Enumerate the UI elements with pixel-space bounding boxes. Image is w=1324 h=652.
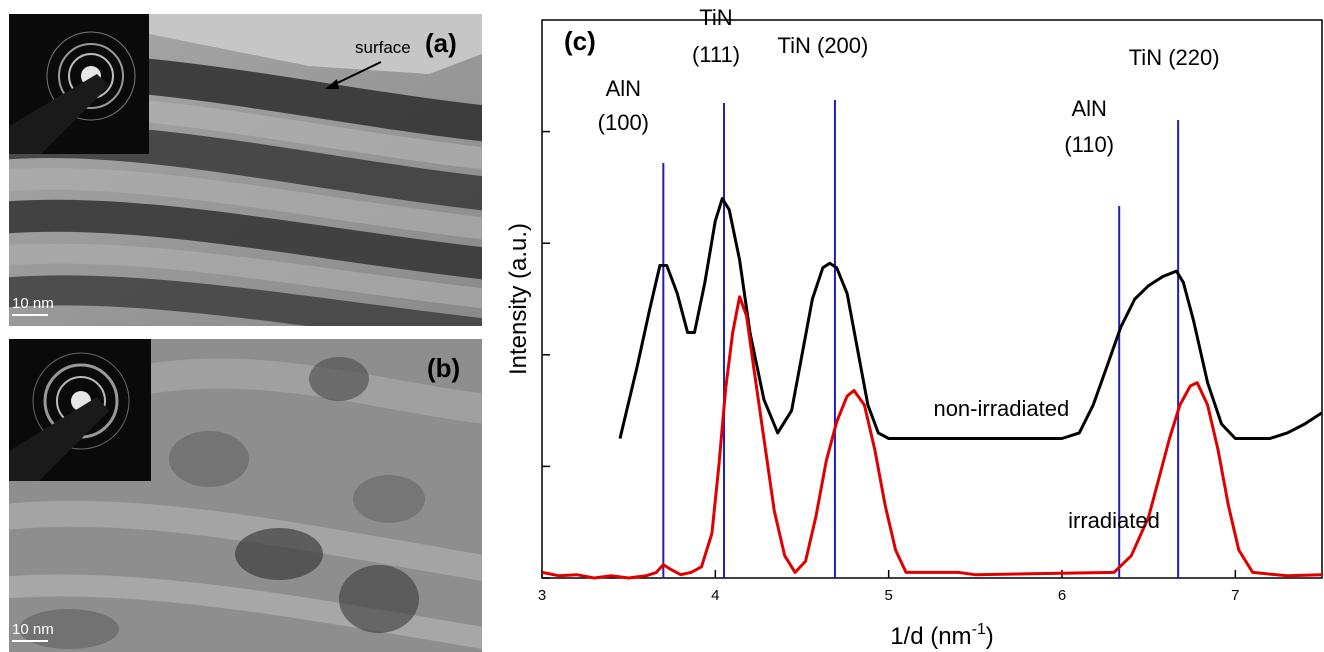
plot-frame: [541, 19, 1323, 579]
scale-bar-label-b: 10 nm: [12, 621, 54, 638]
reference-label: TiN (200): [777, 33, 868, 58]
series-label: irradiated: [1068, 508, 1160, 533]
tem-image-a: (a) surface 10 nm: [9, 14, 482, 326]
series-line-non-irradiated: [618, 197, 1323, 440]
x-tick-label: 4: [711, 587, 719, 604]
scale-bar-a: [12, 314, 48, 316]
surface-annotation: surface: [355, 38, 411, 57]
reference-label: (110): [1064, 132, 1114, 157]
tem-grains-b: [9, 339, 482, 652]
panel-label-b: (b): [427, 353, 461, 383]
y-axis-label: Intensity (a.u.): [505, 223, 532, 375]
series-label: non-irradiated: [933, 396, 1069, 421]
scale-bar-label-a: 10 nm: [12, 295, 54, 312]
panel-label-a: (a): [425, 28, 457, 58]
surface-arrow-icon: [325, 61, 382, 89]
reference-label: (100): [598, 110, 649, 135]
x-tick-label: 6: [1058, 587, 1066, 604]
reference-label: TiN: [699, 5, 732, 30]
reference-label: (111): [692, 42, 740, 67]
x-tick-label: 5: [884, 587, 892, 604]
panel-label-c: (c): [564, 26, 596, 56]
diffraction-chart: 3 4 5 6 7 1/d (nm-1) Intensity (a.u.) (c) AlN (10…: [505, 5, 1323, 650]
x-axis-label: 1/d (nm-1): [890, 621, 994, 650]
reference-label: TiN (220): [1129, 45, 1220, 70]
diffraction-inset-a: [9, 14, 149, 154]
series-line-irradiated: [541, 295, 1323, 580]
x-tick-label: 3: [538, 587, 546, 604]
diffraction-inset-b: [9, 339, 151, 481]
x-tick-label: 7: [1231, 587, 1239, 604]
reference-label: AlN: [1071, 96, 1106, 121]
reference-label: AlN: [606, 76, 641, 101]
scale-bar-b: [12, 640, 48, 642]
tem-image-b: (b) 10 nm: [9, 339, 482, 652]
